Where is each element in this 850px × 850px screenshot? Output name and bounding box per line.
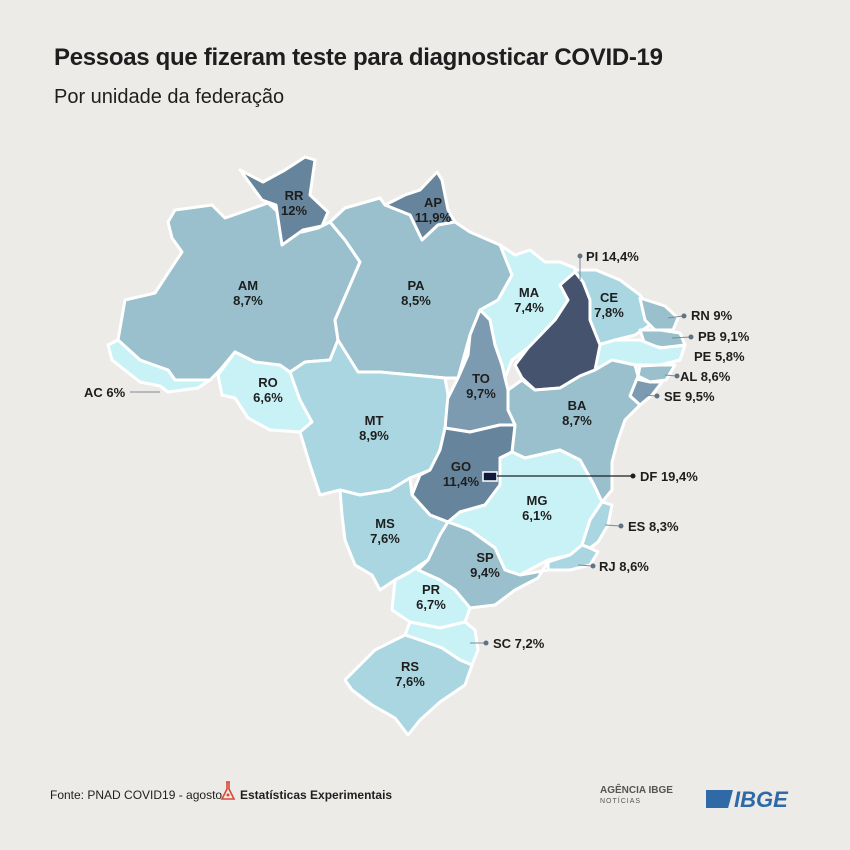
callout-RN: RN 9% bbox=[667, 308, 733, 323]
label-AP: AP 11,9% bbox=[415, 195, 452, 225]
label-MA: MA 7,4% bbox=[514, 285, 544, 315]
label-PR-uf: PR bbox=[422, 582, 441, 597]
state-AC bbox=[106, 338, 212, 394]
state-DF bbox=[482, 471, 498, 482]
label-GO-value: 11,4% bbox=[443, 474, 480, 489]
callout-SC: SC 7,2% bbox=[470, 636, 545, 651]
label-MT: MT 8,9% bbox=[359, 413, 389, 443]
state-RR bbox=[238, 155, 330, 247]
label-CE-value: 7,8% bbox=[594, 305, 624, 320]
callout-PB: PB 9,1% bbox=[671, 329, 750, 344]
label-CE: CE 7,8% bbox=[594, 290, 624, 320]
label-AM-value: 8,7% bbox=[233, 293, 263, 308]
state-RN bbox=[638, 296, 680, 332]
label-MA-value: 7,4% bbox=[514, 300, 544, 315]
callout-ES: ES 8,3% bbox=[604, 519, 679, 534]
flask-icon bbox=[220, 781, 236, 800]
agencia-noticias-text: NOTÍCIAS bbox=[600, 798, 642, 805]
label-BA: BA 8,7% bbox=[562, 398, 592, 428]
label-TO-value: 9,7% bbox=[466, 386, 496, 401]
label-RO-value: 6,6% bbox=[253, 390, 283, 405]
label-AM-uf: AM bbox=[238, 278, 258, 293]
agencia-ibge-text: AGÊNCIA IBGE bbox=[600, 785, 673, 796]
callout-AC-text: AC 6% bbox=[84, 385, 126, 400]
label-AP-value: 11,9% bbox=[415, 210, 452, 225]
label-SP-uf: SP bbox=[476, 550, 494, 565]
label-SP: SP 9,4% bbox=[470, 550, 500, 580]
state-ES bbox=[580, 500, 614, 550]
callout-SE-text: SE 9,5% bbox=[664, 389, 715, 404]
label-AM: AM 8,7% bbox=[233, 278, 263, 308]
label-PA: PA 8,5% bbox=[401, 278, 431, 308]
label-RS: RS 7,6% bbox=[395, 659, 425, 689]
label-RS-uf: RS bbox=[401, 659, 419, 674]
callout-SC-text: SC 7,2% bbox=[493, 636, 545, 651]
label-MA-uf: MA bbox=[519, 285, 540, 300]
label-MS: MS 7,6% bbox=[370, 516, 400, 546]
label-SP-value: 9,4% bbox=[470, 565, 500, 580]
callout-AL: AL 8,6% bbox=[664, 369, 731, 384]
callout-RJ: RJ 8,6% bbox=[577, 559, 649, 574]
label-TO: TO 9,7% bbox=[466, 371, 496, 401]
callout-DF-text: DF 19,4% bbox=[640, 469, 698, 484]
callout-DF: DF 19,4% bbox=[497, 469, 698, 484]
label-BA-value: 8,7% bbox=[562, 413, 592, 428]
label-RO-uf: RO bbox=[258, 375, 278, 390]
callout-PI-text: PI 14,4% bbox=[586, 249, 639, 264]
label-PR: PR 6,7% bbox=[416, 582, 446, 612]
ibge-logo: IBGE bbox=[706, 787, 789, 812]
label-CE-uf: CE bbox=[600, 290, 618, 305]
callout-AL-text: AL 8,6% bbox=[680, 369, 731, 384]
label-BA-uf: BA bbox=[568, 398, 587, 413]
label-GO-uf: GO bbox=[451, 459, 471, 474]
label-RS-value: 7,6% bbox=[395, 674, 425, 689]
callout-ES-text: ES 8,3% bbox=[628, 519, 679, 534]
label-AP-uf: AP bbox=[424, 195, 442, 210]
map-title: Pessoas que fizeram teste para diagnosti… bbox=[54, 44, 663, 71]
ibge-logo-text: IBGE bbox=[734, 787, 789, 812]
state-PR bbox=[390, 558, 472, 630]
label-MS-value: 7,6% bbox=[370, 531, 400, 546]
label-MG-value: 6,1% bbox=[522, 508, 552, 523]
callout-PB-text: PB 9,1% bbox=[698, 329, 750, 344]
label-RR-value: 12% bbox=[281, 203, 307, 218]
label-RR-uf: RR bbox=[285, 188, 304, 203]
label-PR-value: 6,7% bbox=[416, 597, 446, 612]
label-MT-uf: MT bbox=[365, 413, 384, 428]
agencia-ibge-logo: AGÊNCIA IBGE NOTÍCIAS bbox=[600, 786, 673, 807]
label-PA-uf: PA bbox=[407, 278, 425, 293]
label-PA-value: 8,5% bbox=[401, 293, 431, 308]
callout-AC: AC 6% bbox=[84, 385, 160, 400]
source-note: Fonte: PNAD COVID19 - agosto bbox=[50, 788, 223, 802]
callout-RN-text: RN 9% bbox=[691, 308, 733, 323]
callout-SE: SE 9,5% bbox=[644, 389, 715, 404]
label-MS-uf: MS bbox=[375, 516, 395, 531]
state-RS bbox=[343, 633, 474, 737]
label-RR: RR 12% bbox=[281, 188, 307, 218]
label-TO-uf: TO bbox=[472, 371, 490, 386]
label-MG-uf: MG bbox=[527, 493, 548, 508]
label-RO: RO 6,6% bbox=[253, 375, 283, 405]
map-subtitle: Por unidade da federação bbox=[54, 86, 285, 108]
callout-PE-text: PE 5,8% bbox=[694, 349, 745, 364]
label-MT-value: 8,9% bbox=[359, 428, 389, 443]
state-RJ bbox=[546, 543, 600, 572]
experimental-stats-label: Estatísticas Experimentais bbox=[240, 788, 393, 802]
label-GO: GO 11,4% bbox=[443, 459, 480, 489]
callout-PI: PI 14,4% bbox=[577, 249, 639, 280]
callout-RJ-text: RJ 8,6% bbox=[599, 559, 649, 574]
label-MG: MG 6,1% bbox=[522, 493, 552, 523]
